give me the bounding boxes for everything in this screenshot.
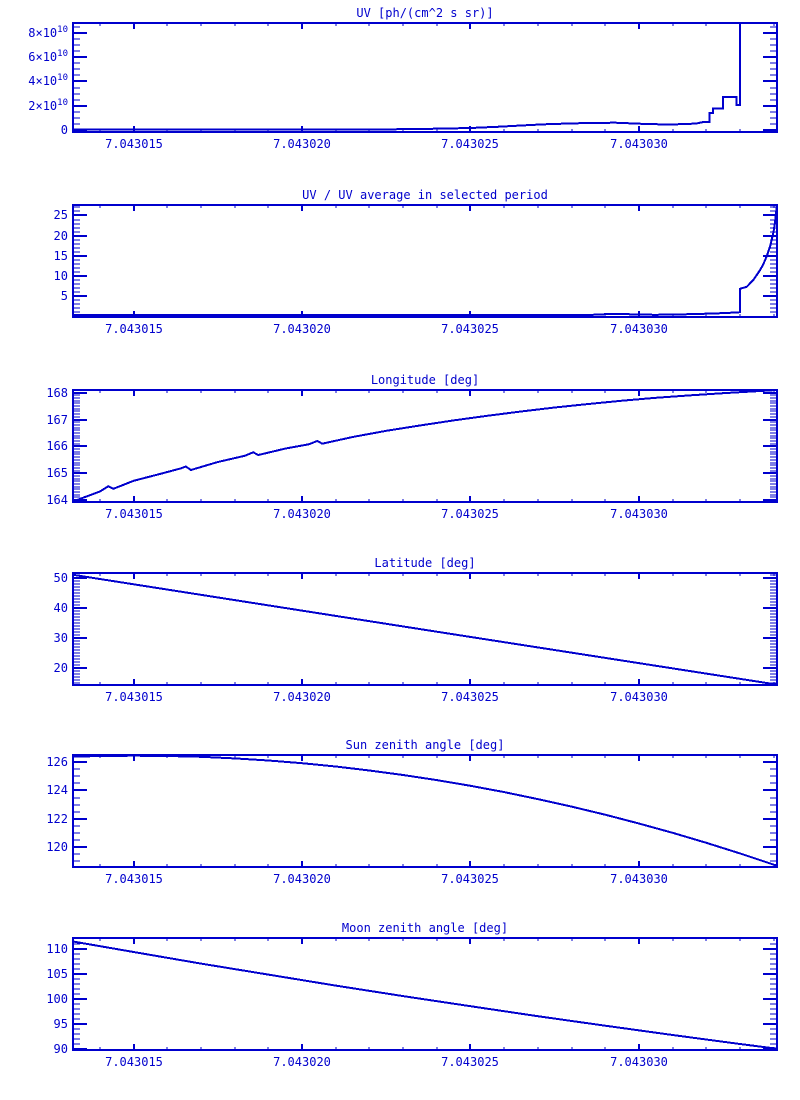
chart-title: Longitude [deg] <box>371 373 479 387</box>
data-line-moon-zenith <box>72 940 778 1050</box>
chart-title: UV [ph/(cm^2 s sr)] <box>356 6 493 20</box>
x-tick-label: 7.043030 <box>610 872 668 886</box>
chart-title: Moon zenith angle [deg] <box>342 921 508 935</box>
y-tick-label: 4×1010 <box>28 73 68 88</box>
y-tick-label: 95 <box>54 1017 68 1031</box>
x-tick-label: 7.043025 <box>441 690 499 704</box>
y-tick-label: 6×1010 <box>28 49 68 64</box>
minor-ticks <box>73 755 777 867</box>
plot-frame <box>72 754 778 868</box>
plot-frame <box>72 389 778 503</box>
y-tick-label: 167 <box>46 413 68 427</box>
y-tick-label: 5 <box>61 289 68 303</box>
chart-uv: UV [ph/(cm^2 s sr)] 7.043015 7.043020 7.043… <box>28 6 778 151</box>
x-tick-label: 7.043020 <box>273 690 331 704</box>
y-tick-label: 2×1010 <box>28 98 68 113</box>
y-tick-label: 122 <box>46 812 68 826</box>
major-ticks <box>73 205 777 317</box>
x-tick-label: 7.043020 <box>273 1055 331 1069</box>
data-line-uv-ratio <box>73 204 778 316</box>
major-ticks <box>73 755 777 867</box>
y-tick-label: 168 <box>46 386 68 400</box>
x-tick-label: 7.043025 <box>441 872 499 886</box>
y-tick-label: 124 <box>46 783 68 797</box>
y-tick-label: 105 <box>46 967 68 981</box>
data-line-uv <box>73 22 777 131</box>
data-line-sun-zenith <box>72 754 778 867</box>
minor-ticks <box>73 573 777 685</box>
y-tick-label: 20 <box>54 229 68 243</box>
major-ticks <box>73 938 777 1050</box>
x-tick-label: 7.043020 <box>273 507 331 521</box>
y-tick-label: 165 <box>46 466 68 480</box>
y-tick-label: 90 <box>54 1042 68 1056</box>
y-tick-label: 126 <box>46 755 68 769</box>
minor-ticks <box>73 390 777 502</box>
chart-title: Latitude [deg] <box>374 556 475 570</box>
y-tick-label: 40 <box>54 601 68 615</box>
chart-uv-ratio: UV / UV average in selected period 7.0430… <box>54 188 778 336</box>
y-tick-label: 164 <box>46 493 68 507</box>
x-tick-label: 7.043025 <box>441 507 499 521</box>
x-tick-label: 7.043030 <box>610 507 668 521</box>
x-tick-label: 7.043015 <box>105 322 163 336</box>
plot-frame <box>72 22 778 133</box>
data-line-longitude <box>72 389 778 503</box>
data-line-latitude <box>72 573 778 686</box>
x-tick-label: 7.043015 <box>105 872 163 886</box>
x-tick-label: 7.043030 <box>610 137 668 151</box>
minor-ticks <box>73 23 777 132</box>
x-tick-label: 7.043015 <box>105 507 163 521</box>
y-tick-label: 100 <box>46 992 68 1006</box>
plot-frame <box>72 204 778 318</box>
y-tick-label: 25 <box>54 208 68 222</box>
y-tick-label: 30 <box>54 631 68 645</box>
y-tick-label: 8×1010 <box>28 25 68 40</box>
chart-title: Sun zenith angle [deg] <box>346 738 505 752</box>
y-tick-label: 120 <box>46 840 68 854</box>
x-tick-label: 7.043015 <box>105 690 163 704</box>
x-tick-label: 7.043020 <box>273 872 331 886</box>
x-tick-label: 7.043025 <box>441 322 499 336</box>
chart-longitude: Longitude [deg] 7.043015 7.043020 7.043025 7… <box>46 373 778 521</box>
chart-latitude: Latitude [deg] 7.043015 7.043020 7.043025 7.… <box>54 556 778 704</box>
major-ticks <box>73 573 777 685</box>
plot-frame <box>72 937 778 1051</box>
y-tick-label: 166 <box>46 439 68 453</box>
y-tick-label: 20 <box>54 661 68 675</box>
y-tick-label: 50 <box>54 571 68 585</box>
x-tick-label: 7.043020 <box>273 322 331 336</box>
x-tick-label: 7.043025 <box>441 137 499 151</box>
x-tick-label: 7.043030 <box>610 690 668 704</box>
chart-sun-zenith: Sun zenith angle [deg] 7.043015 7.043020 7.… <box>46 738 778 886</box>
chart-moon-zenith: Moon zenith angle [deg] 7.043015 7.043020 7… <box>46 921 778 1069</box>
y-tick-label: 15 <box>54 249 68 263</box>
x-tick-label: 7.043025 <box>441 1055 499 1069</box>
major-ticks <box>73 23 777 132</box>
y-tick-label: 110 <box>46 942 68 956</box>
x-tick-label: 7.043030 <box>610 322 668 336</box>
x-tick-label: 7.043015 <box>105 137 163 151</box>
minor-ticks <box>73 205 777 317</box>
chart-title: UV / UV average in selected period <box>302 188 548 202</box>
x-tick-label: 7.043015 <box>105 1055 163 1069</box>
major-ticks <box>73 390 777 502</box>
x-tick-label: 7.043020 <box>273 137 331 151</box>
x-tick-label: 7.043030 <box>610 1055 668 1069</box>
y-tick-label: 10 <box>54 269 68 283</box>
y-tick-label: 0 <box>61 123 68 137</box>
minor-ticks <box>73 938 777 1050</box>
